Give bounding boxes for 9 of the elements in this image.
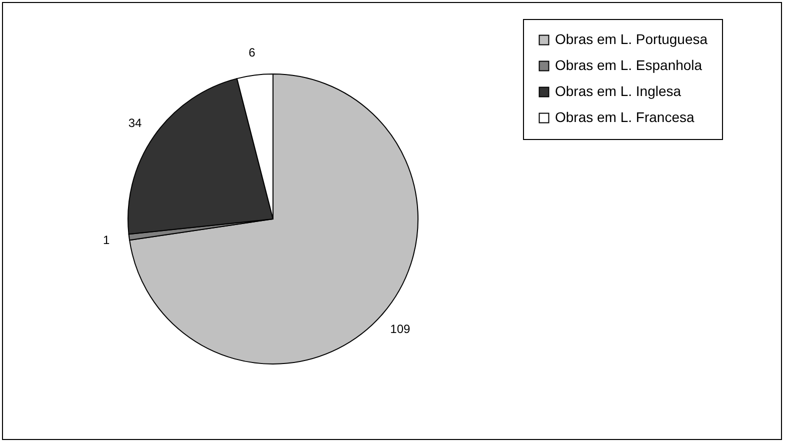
pie-slice (129, 74, 418, 364)
data-label: 34 (128, 116, 142, 130)
data-label: 1 (102, 233, 110, 248)
legend-label: Obras em L. Espanhola (555, 57, 702, 73)
legend-label: Obras em L. Inglesa (555, 83, 682, 99)
legend-label: Obras em L. Francesa (555, 109, 694, 125)
data-label: 109 (390, 322, 411, 336)
legend-label: Obras em L. Portuguesa (555, 31, 708, 47)
data-label: 6 (248, 45, 256, 60)
